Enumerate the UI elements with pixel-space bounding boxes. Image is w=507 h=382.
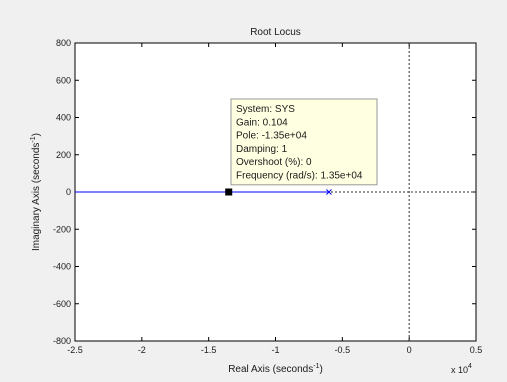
y-tick-label: -200 — [53, 224, 71, 234]
y-axis: -800 -600 -400 -200 0 200 400 600 800 — [53, 38, 476, 346]
y-axis-label: Imaginary Axis (seconds-1) — [30, 133, 42, 251]
y-tick-label: -600 — [53, 299, 71, 309]
y-tick-label: 0 — [66, 187, 71, 197]
x-axis-multiplier-exp: 4 — [468, 363, 472, 370]
x-tick-label: 0.5 — [470, 345, 483, 355]
y-axis-label-main: Imaginary Axis (seconds — [31, 143, 42, 251]
x-axis-label-sup: -1 — [313, 363, 319, 370]
x-tick-label: -2.5 — [67, 345, 83, 355]
datatip[interactable]: System: SYS Gain: 0.104 Pole: -1.35e+04 Dam… — [230, 98, 378, 186]
y-axis-label-close: ) — [31, 133, 42, 136]
x-tick-label: 0 — [407, 345, 412, 355]
y-tick-label: 800 — [56, 38, 71, 48]
datatip-line: Damping: 1 — [236, 144, 288, 155]
x-axis-multiplier-base: x 10 — [451, 365, 468, 375]
x-axis-multiplier: x 104 — [451, 363, 472, 375]
x-tick-label: -0.5 — [335, 345, 351, 355]
data-cursor-marker[interactable] — [225, 188, 233, 196]
pole-marker-stroke — [326, 189, 332, 195]
x-axis-label: Real Axis (seconds-1) — [228, 363, 323, 375]
datatip-line: System: SYS — [236, 104, 295, 115]
x-axis-label-close: ) — [319, 364, 322, 375]
x-axis: -2.5 -2 -1.5 -1 -0.5 0 0.5 — [67, 43, 482, 355]
datatip-line: Overshoot (%): 0 — [236, 157, 312, 168]
y-axis-label-sup: -1 — [30, 136, 37, 142]
x-tick-label: -2 — [138, 345, 146, 355]
datatip-lines: System: SYS Gain: 0.104 Pole: -1.35e+04 Dam… — [236, 104, 363, 182]
x-axis-label-main: Real Axis (seconds — [228, 364, 313, 375]
x-tick-label: -1 — [271, 345, 279, 355]
datatip-line: Pole: -1.35e+04 — [236, 131, 307, 142]
y-tick-label: -800 — [53, 336, 71, 346]
datatip-line: Frequency (rad/s): 1.35e+04 — [236, 171, 363, 182]
datatip-line: Gain: 0.104 — [236, 117, 288, 128]
y-tick-label: 600 — [56, 75, 71, 85]
y-tick-label: 200 — [56, 150, 71, 160]
pole-marker[interactable] — [326, 189, 332, 195]
x-tick-label: -1.5 — [201, 345, 217, 355]
datatip-box — [230, 98, 378, 186]
chart-title: Root Locus — [250, 27, 301, 38]
y-tick-label: 400 — [56, 113, 71, 123]
y-tick-label: -400 — [53, 262, 71, 272]
